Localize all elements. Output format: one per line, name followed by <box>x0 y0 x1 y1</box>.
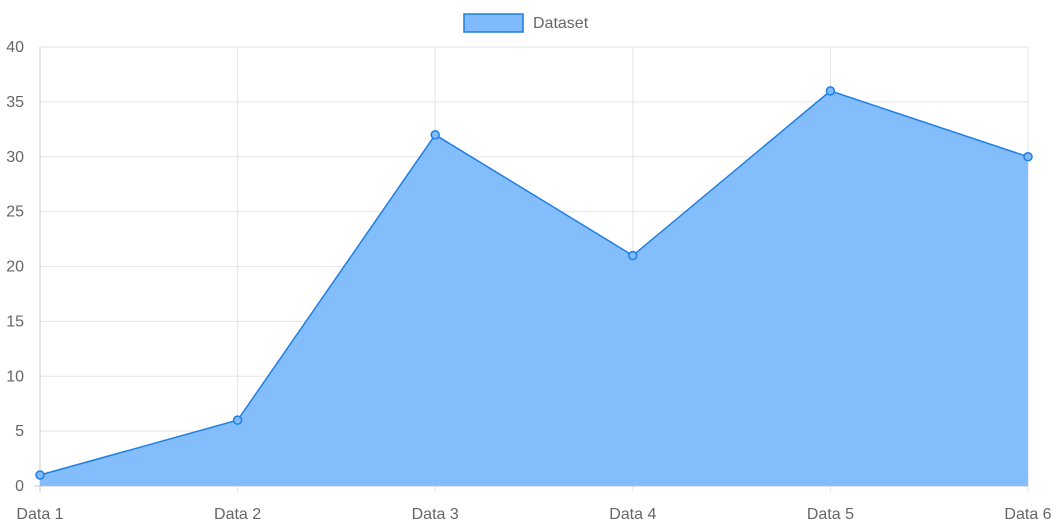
y-tick-label: 30 <box>6 149 24 166</box>
x-tick-label: Data 2 <box>214 506 261 523</box>
data-point[interactable] <box>430 130 440 140</box>
y-tick-label: 0 <box>15 478 24 495</box>
x-tick-label: Data 3 <box>412 506 459 523</box>
data-point[interactable] <box>628 250 638 261</box>
y-tick-label: 15 <box>6 313 24 330</box>
y-tick-label: 10 <box>6 368 24 385</box>
y-tick-label: 20 <box>6 259 24 276</box>
x-tick-label: Data 1 <box>16 506 63 523</box>
series-line <box>39 90 1029 476</box>
data-point[interactable] <box>1023 152 1033 162</box>
x-tick-label: Data 6 <box>1004 506 1051 523</box>
series-area <box>39 90 1029 487</box>
legend-label[interactable]: Dataset <box>533 15 589 32</box>
y-tick-label: 25 <box>6 204 24 221</box>
y-tick-label: 40 <box>6 39 24 56</box>
data-point[interactable] <box>35 470 45 480</box>
y-axis-tick-labels: 0 5 10 15 20 25 30 35 40 <box>6 39 24 495</box>
legend-swatch[interactable] <box>463 13 524 33</box>
x-axis-tick-labels: Data 1 Data 2 Data 3 Data 4 Data 5 Data 6 <box>16 506 1051 523</box>
series-area-fill <box>40 90 1028 487</box>
legend[interactable]: Dataset <box>463 13 589 33</box>
y-tick-label: 35 <box>6 94 24 111</box>
series-points <box>35 86 1033 480</box>
x-tick-label: Data 4 <box>609 506 656 523</box>
x-tick-label: Data 5 <box>807 506 854 523</box>
y-tick-label: 5 <box>15 423 24 440</box>
data-point[interactable] <box>825 86 836 96</box>
data-point[interactable] <box>232 415 243 425</box>
